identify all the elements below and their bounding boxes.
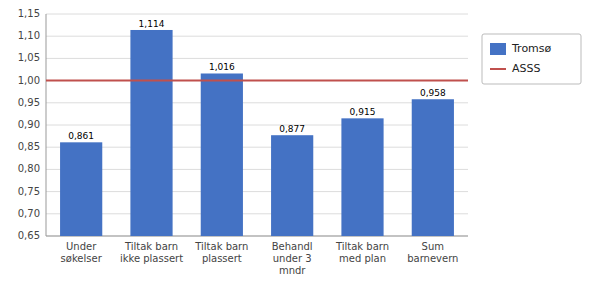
x-tick-label: Undersøkelser bbox=[61, 241, 103, 264]
x-tick-label: Tiltak barnikke plassert bbox=[120, 241, 183, 264]
y-axis-line bbox=[46, 14, 47, 236]
y-tick-label: 1,05 bbox=[18, 52, 40, 63]
x-tick-label-line: Under bbox=[66, 241, 97, 252]
x-tick-label-line: Behandl bbox=[272, 241, 313, 252]
y-tick-label: 1,00 bbox=[18, 75, 40, 86]
grid-line bbox=[46, 191, 468, 192]
grid-line bbox=[46, 125, 468, 126]
x-tick-label-line: barnevern bbox=[407, 253, 458, 264]
bar bbox=[130, 30, 172, 236]
grid-line bbox=[46, 36, 468, 37]
y-tick-label: 0,95 bbox=[18, 97, 40, 108]
x-tick-label-line: Tiltak barn bbox=[335, 241, 389, 252]
data-label: 0,877 bbox=[279, 124, 305, 134]
y-tick-label: 0,75 bbox=[18, 186, 40, 197]
x-tick-label-line: plassert bbox=[202, 253, 242, 264]
x-tick-label-line: under 3 bbox=[273, 253, 312, 264]
grid bbox=[46, 14, 468, 236]
legend-box bbox=[482, 34, 581, 84]
grid-line bbox=[46, 14, 468, 15]
data-label: 1,114 bbox=[139, 19, 165, 29]
reference-line bbox=[46, 80, 468, 82]
grid-line bbox=[46, 213, 468, 214]
x-tick-label: Sumbarnevern bbox=[407, 241, 458, 264]
grid-line bbox=[46, 169, 468, 170]
x-tick-label-line: søkelser bbox=[61, 253, 103, 264]
x-tick-label-line: ikke plassert bbox=[120, 253, 183, 264]
x-tick-label-line: Tiltak barn bbox=[194, 241, 248, 252]
chart: 0,65 0,70 0,75 0,80 0,85 0,90 0,95 1,00 1,05 1,10… bbox=[0, 0, 591, 289]
bar bbox=[341, 118, 383, 236]
x-axis-line bbox=[46, 236, 468, 237]
x-tick-label-line: Tiltak barn bbox=[124, 241, 178, 252]
y-tick-label: 0,80 bbox=[18, 163, 40, 174]
legend: Tromsø ASSS bbox=[482, 34, 581, 84]
grid-line bbox=[46, 147, 468, 148]
grid-line bbox=[46, 58, 468, 59]
y-tick-label: 0,90 bbox=[18, 119, 40, 130]
y-tick-label: 0,85 bbox=[18, 141, 40, 152]
y-tick-label: 0,65 bbox=[18, 230, 40, 241]
legend-swatch bbox=[490, 43, 506, 55]
bar bbox=[201, 73, 243, 236]
grid-line bbox=[46, 236, 468, 237]
legend-label: Tromsø bbox=[511, 42, 552, 55]
legend-swatch bbox=[490, 68, 506, 70]
bar bbox=[271, 135, 313, 236]
x-tick-label-line: Sum bbox=[422, 241, 444, 252]
bar bbox=[60, 142, 102, 236]
data-label: 0,958 bbox=[420, 88, 446, 98]
x-tick-label-line: mndr bbox=[279, 265, 306, 276]
y-tick-label: 1,15 bbox=[18, 8, 40, 19]
data-label: 1,016 bbox=[209, 62, 235, 72]
marks bbox=[46, 30, 468, 236]
data-label: 0,915 bbox=[350, 107, 376, 117]
y-tick-label: 1,10 bbox=[18, 30, 40, 41]
x-tick-label-line: med plan bbox=[339, 253, 386, 264]
grid-line bbox=[46, 102, 468, 103]
x-tick-label: Behandlunder 3mndr bbox=[272, 241, 313, 276]
x-tick-label: Tiltak barnmed plan bbox=[335, 241, 389, 264]
x-tick-label: Tiltak barnplassert bbox=[194, 241, 248, 264]
y-tick-label: 0,70 bbox=[18, 208, 40, 219]
grid-line bbox=[46, 80, 468, 81]
bar bbox=[412, 99, 454, 236]
legend-label: ASSS bbox=[512, 62, 540, 75]
data-label: 0,861 bbox=[68, 131, 94, 141]
